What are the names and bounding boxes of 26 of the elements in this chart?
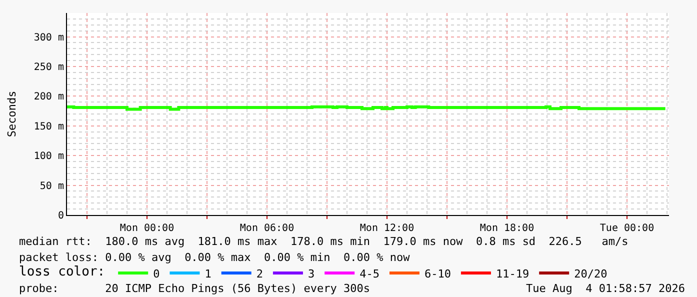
- legend-title: loss color:: [19, 264, 106, 280]
- y-tick-label: 250 m: [34, 62, 64, 73]
- y-tick-label: 300 m: [34, 32, 64, 44]
- x-tick-label: Mon 18:00: [480, 223, 534, 234]
- legend-label: 11-19: [496, 267, 530, 280]
- y-tick-label: 200 m: [34, 92, 64, 103]
- text: Tue Aug 4 01:58:57 2026: [526, 282, 685, 295]
- x-tick-label: Mon 06:00: [240, 223, 294, 234]
- legend-label: 2: [256, 267, 263, 280]
- legend-label: 6-10: [424, 267, 451, 280]
- y-tick-label: 0: [58, 210, 64, 222]
- legend-label: 0: [153, 267, 160, 280]
- y-tick-label: 50 m: [40, 180, 64, 192]
- x-tick-label: Tue 00:00: [600, 223, 654, 234]
- y-tick-label: 150 m: [34, 121, 64, 132]
- legend-label: 4-5: [360, 267, 380, 280]
- text: packet loss: 0.00 % avg 0.00 % max 0.00 % min 0.00 % now: [19, 251, 410, 264]
- y-tick-label: 100 m: [34, 151, 64, 162]
- text: median rtt: 180.0 ms avg 181.0 ms max 178.0 ms min 179.0 ms now 0.8 ms sd 226.5 am/s: [19, 235, 628, 248]
- x-tick-label: Mon 12:00: [360, 223, 414, 234]
- y-axis-title: Seconds: [6, 90, 19, 138]
- x-tick-label: Mon 00:00: [120, 223, 174, 234]
- text: probe: 20 ICMP Echo Pings (56 Bytes) every 300s: [19, 282, 370, 295]
- legend-label: 3: [308, 267, 315, 280]
- legend-label: 20/20: [574, 267, 608, 280]
- legend-label: 1: [204, 267, 212, 280]
